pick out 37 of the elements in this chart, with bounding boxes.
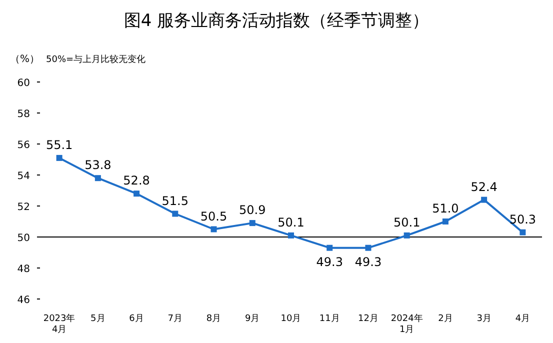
x-tick-label: 2024年 1月	[390, 313, 423, 335]
y-tick-label: 50	[17, 233, 30, 244]
text: 50%=与上月比较无变化	[46, 54, 146, 65]
x-tick-label: 4月	[515, 314, 530, 324]
text: 51.0	[432, 202, 459, 216]
x-tick-label: 2023年 4月	[43, 313, 76, 335]
y-tick-label: 46	[17, 295, 30, 306]
text: 51.5	[162, 194, 189, 208]
x-tick-label: 2月	[438, 314, 453, 324]
text: 50.3	[509, 212, 536, 226]
text: 50.5	[200, 209, 228, 224]
text: 52.4	[470, 180, 498, 194]
x-tick-label: 7月	[168, 314, 183, 324]
x-tick-label: 6月	[129, 314, 144, 324]
y-axis-title: （%）	[10, 54, 40, 65]
text: 50.9	[239, 203, 266, 218]
y-tick-label: 54	[17, 171, 30, 182]
text: 49.3	[316, 254, 343, 269]
chart-title: 图4 服务业商务活动指数（经季节调整）	[124, 11, 430, 31]
text: 52.8	[123, 174, 150, 188]
x-tick-label: 5月	[90, 314, 106, 324]
x-tick-label: 12月	[358, 314, 378, 324]
x-tick-label: 9月	[245, 314, 260, 324]
y-tick-label: 56	[17, 140, 30, 151]
x-tick-label: 3月	[476, 314, 492, 324]
y-tick-label: 58	[17, 109, 30, 120]
y-tick-label: 48	[17, 264, 30, 275]
x-tick-label: 10月	[280, 314, 302, 324]
text: 49.3	[354, 254, 382, 269]
y-tick-label: 60	[17, 78, 30, 89]
x-tick-label: 11月	[319, 314, 340, 324]
text: 55.1	[46, 138, 73, 152]
x-tick-label: 8月	[206, 314, 222, 324]
text: 53.8	[84, 158, 112, 172]
text: 50.1	[393, 215, 420, 230]
text: 50.1	[278, 215, 304, 230]
y-tick-label: 52	[17, 202, 30, 213]
